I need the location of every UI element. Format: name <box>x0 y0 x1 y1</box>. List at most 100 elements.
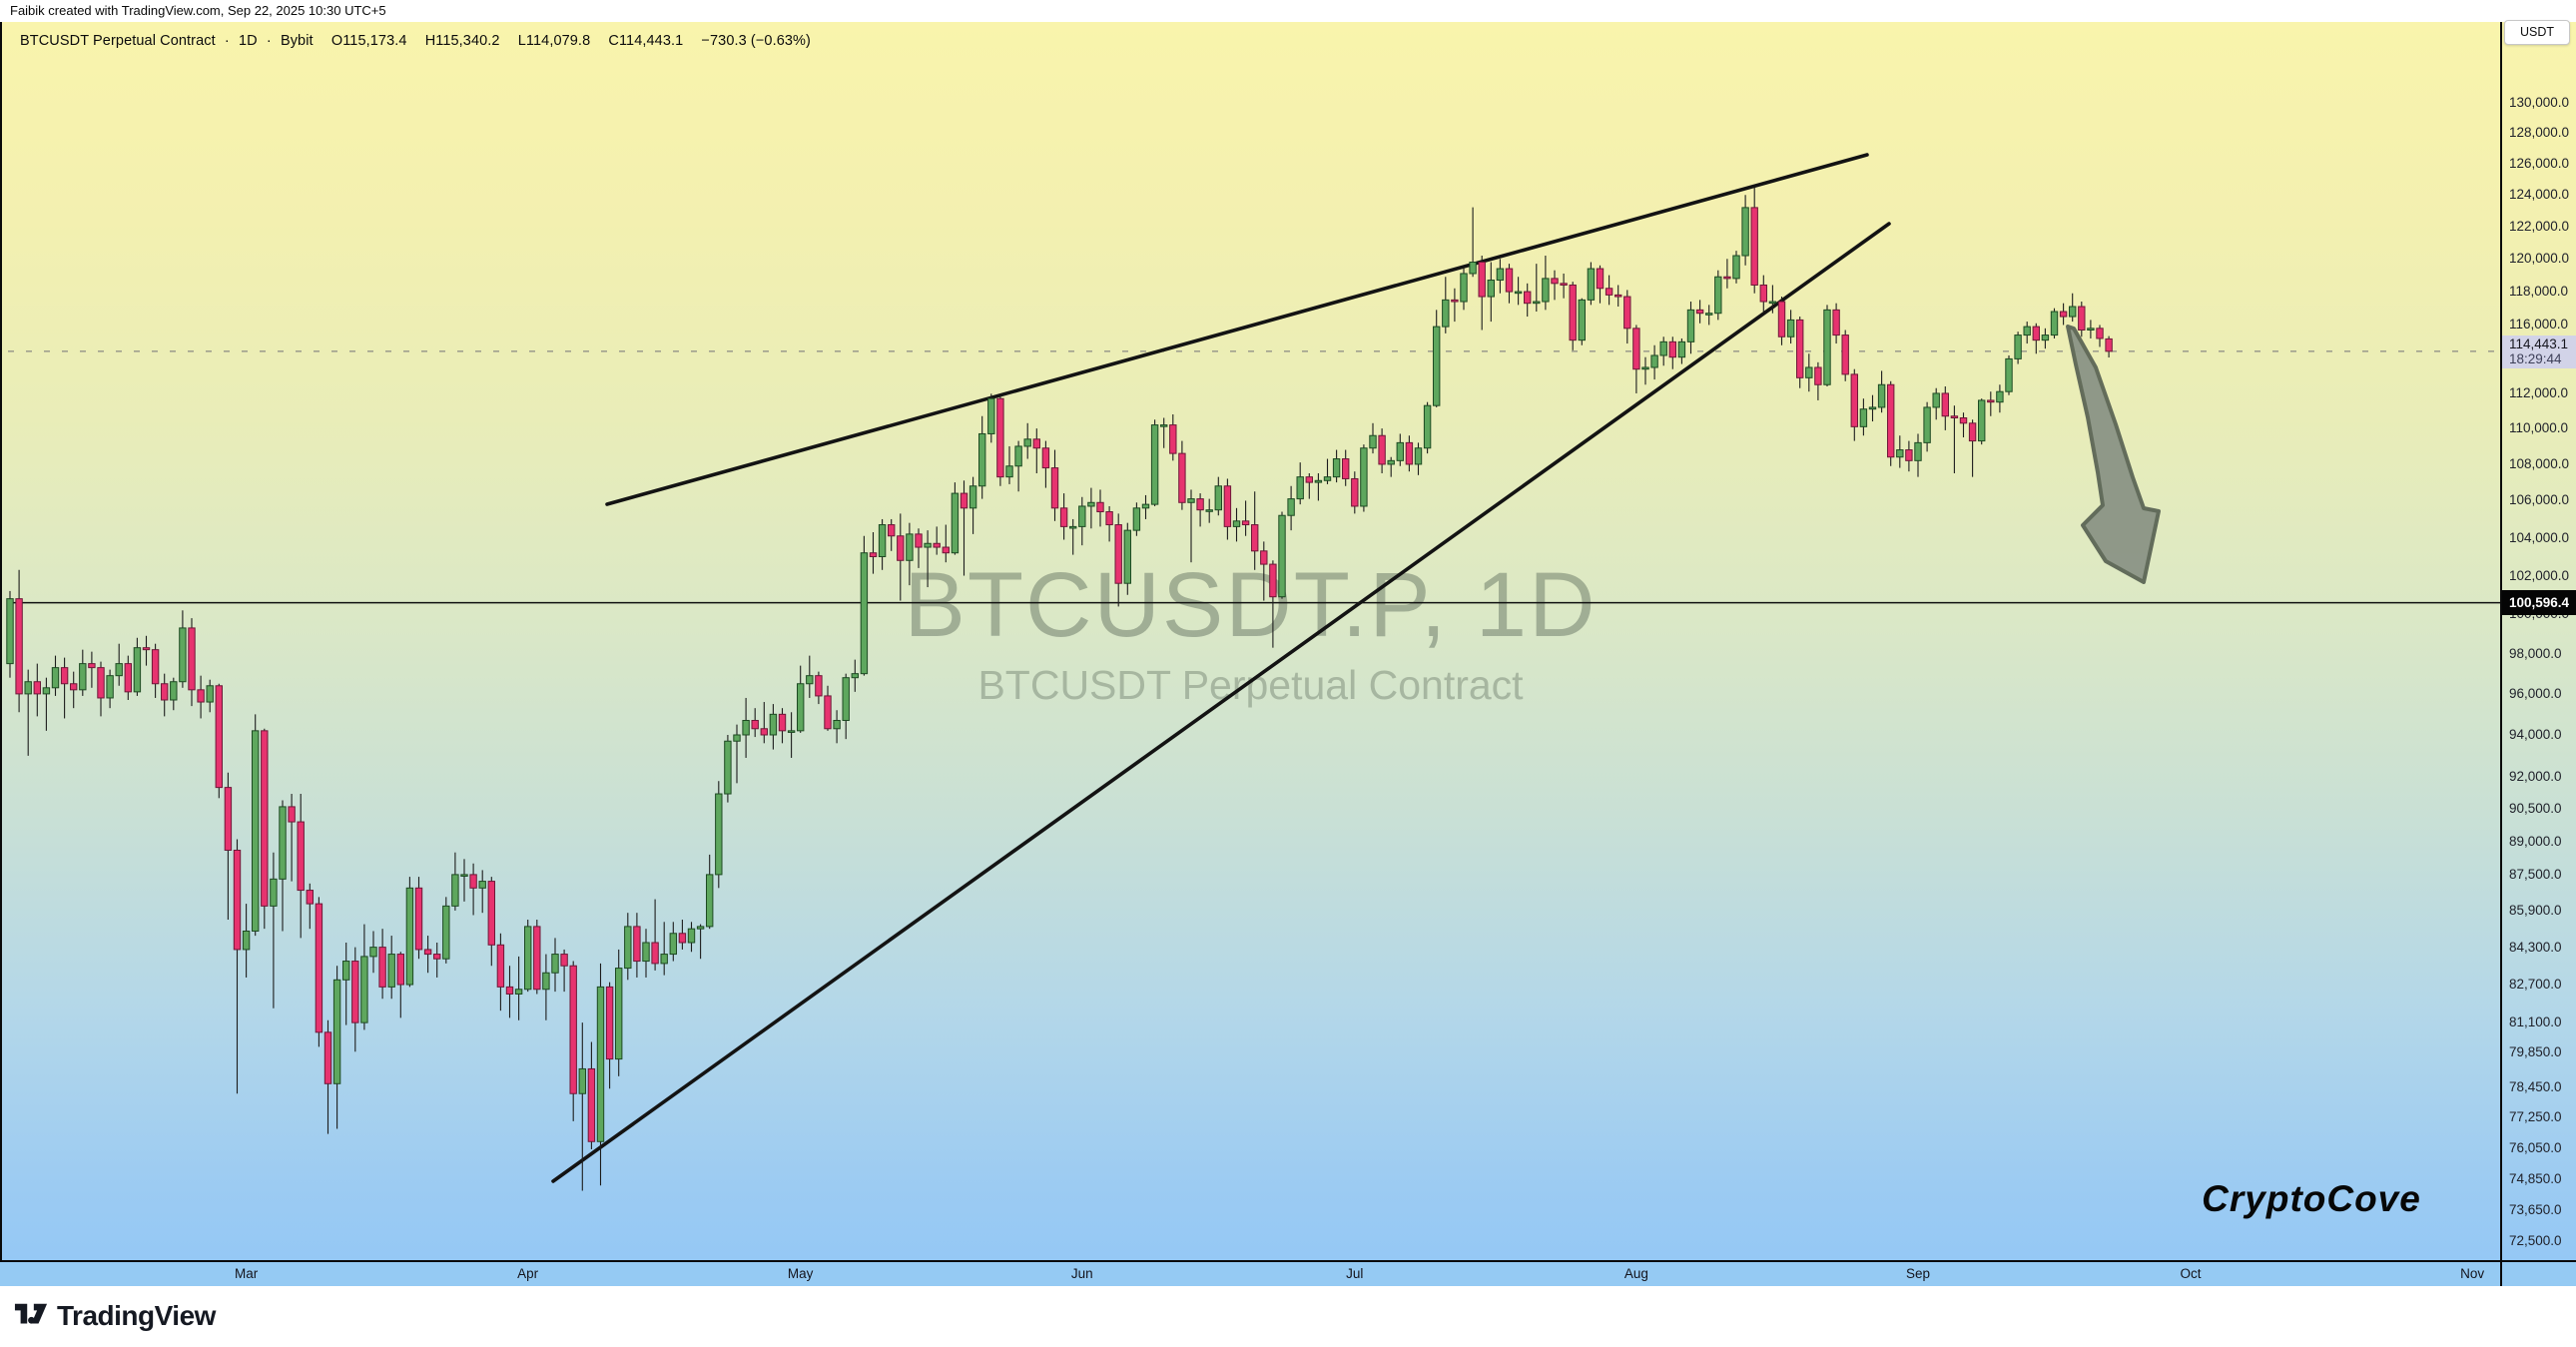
symbol-title[interactable]: BTCUSDT Perpetual Contract <box>20 33 216 49</box>
candle <box>533 920 541 995</box>
candle <box>242 904 251 978</box>
candle <box>869 532 878 574</box>
candle <box>170 677 178 711</box>
candle <box>70 671 78 709</box>
candle <box>1078 496 1086 546</box>
candle <box>842 673 850 740</box>
candle <box>1614 285 1622 308</box>
candle <box>151 643 160 698</box>
candle <box>1059 493 1068 540</box>
candle <box>1187 489 1195 563</box>
candle <box>1433 310 1441 407</box>
candle <box>815 671 823 705</box>
candle <box>1823 305 1831 386</box>
candle <box>542 954 550 1020</box>
candle <box>1932 387 1940 420</box>
candle <box>651 899 659 971</box>
candle <box>2069 293 2077 323</box>
candle <box>1587 262 1596 306</box>
exchange-label: Bybit <box>280 33 314 49</box>
candle <box>1114 513 1122 607</box>
candle <box>1296 462 1304 505</box>
candle <box>724 734 732 803</box>
attribution-text: Faibik created with TradingView.com, Sep… <box>10 3 386 18</box>
candle <box>1405 435 1414 472</box>
bottom-bar: TradingView <box>0 1286 2576 1347</box>
candle <box>79 649 87 696</box>
candle <box>1941 385 1949 430</box>
candle <box>1423 401 1432 454</box>
candle <box>315 897 323 1047</box>
candle <box>1868 394 1877 422</box>
candle <box>469 863 477 916</box>
candle <box>906 522 914 586</box>
trendline-upper[interactable] <box>605 153 1869 506</box>
candle <box>1396 433 1404 466</box>
low-value: L114,079.8 <box>517 33 591 49</box>
candle <box>2087 320 2095 338</box>
chart-pane[interactable] <box>0 22 2576 1260</box>
candle <box>942 524 950 563</box>
candle <box>332 966 341 1129</box>
time-axis-label: Nov <box>2460 1266 2485 1281</box>
candle <box>587 1041 596 1149</box>
candle <box>751 708 759 738</box>
tradingview-logo-text: TradingView <box>57 1300 216 1331</box>
candle <box>1514 277 1523 306</box>
candle <box>1605 275 1613 306</box>
trendline-lower[interactable] <box>551 222 1891 1183</box>
down-arrow-drawing[interactable] <box>2066 325 2161 584</box>
candle <box>433 942 441 978</box>
time-axis[interactable]: Mar Apr May Jun Jul Aug Sep Oct Nov <box>0 1260 2576 1286</box>
candle <box>2032 323 2040 354</box>
candle <box>378 929 386 1000</box>
candle <box>1342 449 1350 486</box>
candle <box>669 922 677 962</box>
candle <box>1859 398 1868 436</box>
candle <box>24 669 32 756</box>
candle <box>660 922 668 976</box>
candle <box>1796 317 1804 388</box>
candle <box>1241 500 1250 536</box>
candle <box>578 1022 586 1191</box>
candle <box>1214 476 1222 516</box>
candle <box>996 394 1004 486</box>
candle <box>1205 498 1213 523</box>
candle <box>851 659 859 692</box>
candle <box>514 956 523 1020</box>
candle <box>33 663 41 717</box>
candle <box>615 949 623 1076</box>
candle <box>423 936 432 974</box>
candle <box>1487 262 1495 323</box>
candle <box>888 518 896 551</box>
candle <box>733 724 741 784</box>
candle <box>1814 361 1822 400</box>
candle <box>1677 337 1686 364</box>
candle <box>696 924 705 960</box>
candle <box>1732 251 1740 284</box>
candle <box>1741 195 1749 266</box>
candle <box>778 708 787 744</box>
time-axis-label: Apr <box>517 1266 539 1281</box>
candle <box>188 618 196 707</box>
candle <box>1959 412 1968 438</box>
candle <box>924 530 932 588</box>
candle <box>1287 485 1295 531</box>
tradingview-logo[interactable]: TradingView <box>14 1300 216 1332</box>
candle <box>1533 264 1541 313</box>
candle <box>2023 322 2031 344</box>
candle <box>387 936 395 1000</box>
tradingview-logo-icon <box>14 1303 48 1324</box>
candle <box>1786 310 1795 344</box>
candle <box>569 961 577 1121</box>
time-axis-label: Oct <box>2180 1266 2202 1281</box>
candle <box>1596 265 1605 304</box>
candle <box>560 949 568 993</box>
candle <box>605 982 614 1089</box>
timeframe-label[interactable]: 1D <box>238 33 258 49</box>
candle <box>1659 337 1667 366</box>
currency-toggle-button[interactable]: USDT <box>2504 20 2570 45</box>
candle <box>1923 401 1931 452</box>
